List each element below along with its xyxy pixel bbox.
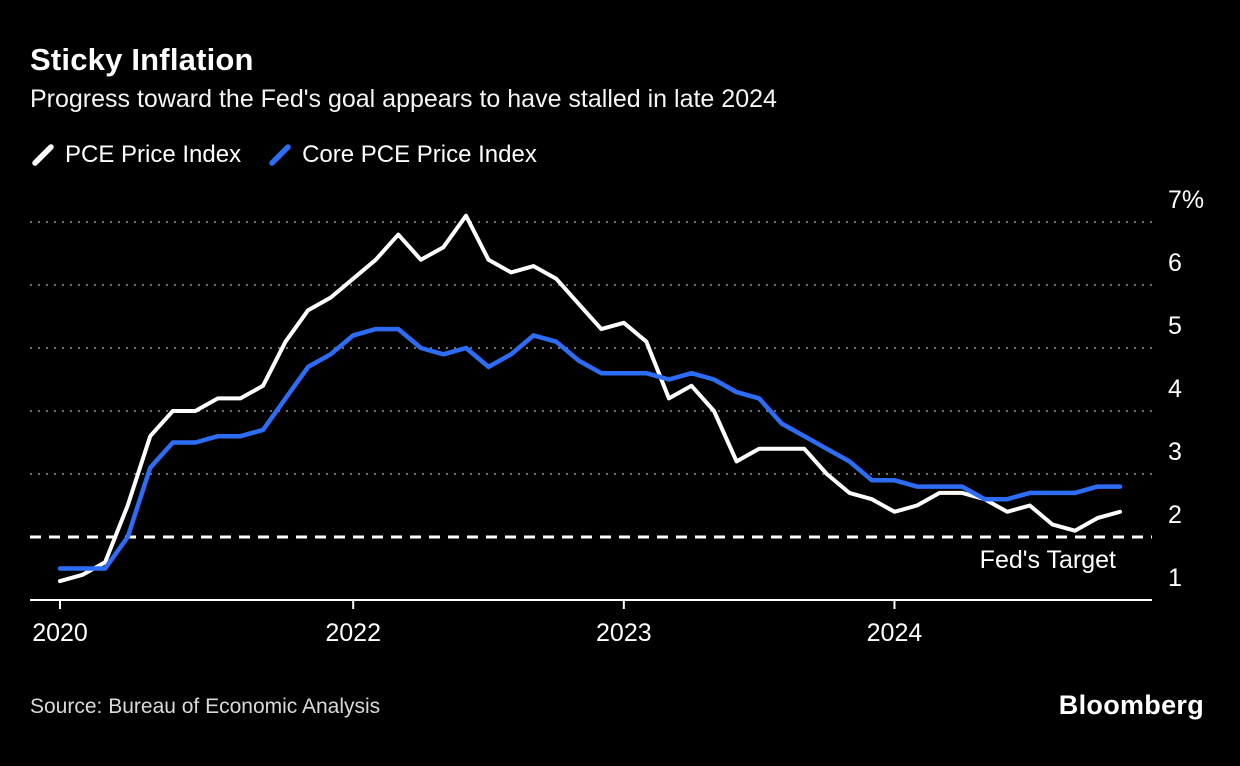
legend-label-core-pce: Core PCE Price Index	[302, 141, 537, 168]
x-axis-label: 2024	[867, 619, 923, 647]
legend-item-core-pce: Core PCE Price Index	[267, 141, 537, 169]
y-axis-label: 7%	[1168, 186, 1204, 214]
legend-item-pce: PCE Price Index	[30, 141, 241, 169]
bloomberg-logo: Bloomberg	[1058, 690, 1204, 720]
page-title: Sticky Inflation	[30, 42, 254, 77]
x-axis-label: 2020	[32, 619, 88, 647]
x-axis-label: 2023	[596, 619, 652, 647]
legend-label-pce: PCE Price Index	[65, 141, 242, 168]
fed-target-label: Fed's Target	[980, 546, 1116, 574]
y-axis-label: 3	[1168, 438, 1182, 466]
y-axis-label: 4	[1168, 375, 1182, 403]
x-axis-label: 2022	[325, 619, 381, 647]
legend: PCE Price Index Core PCE Price Index	[30, 141, 537, 169]
core-pce-line-swatch-icon	[269, 144, 291, 166]
y-axis-label: 6	[1168, 249, 1182, 277]
page-subtitle: Progress toward the Fed's goal appears t…	[30, 85, 777, 113]
pce-line-swatch-icon	[32, 144, 54, 166]
source-note: Source: Bureau of Economic Analysis	[30, 695, 381, 718]
y-axis-label: 5	[1168, 312, 1182, 340]
core-pce-line	[57, 326, 1123, 571]
y-axis-label: 1	[1168, 564, 1182, 592]
y-axis-label: 2	[1168, 501, 1182, 529]
pce-line	[58, 213, 1122, 584]
